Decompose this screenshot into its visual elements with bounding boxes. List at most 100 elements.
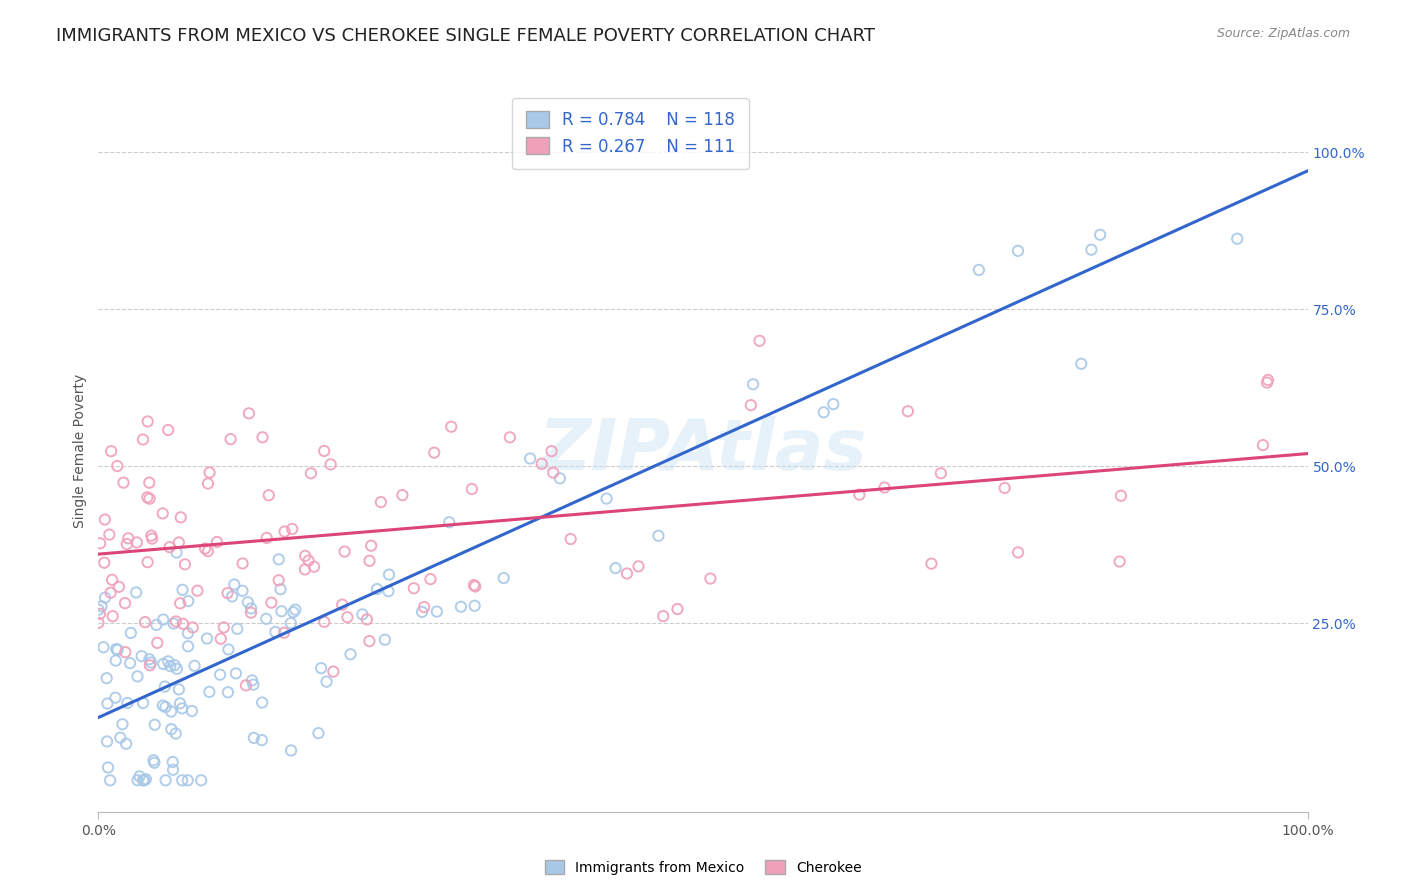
Point	[370, 495, 392, 509]
Point	[366, 582, 388, 596]
Point	[699, 572, 721, 586]
Point	[464, 579, 486, 593]
Point	[273, 524, 295, 539]
Point	[152, 657, 174, 671]
Point	[748, 334, 770, 348]
Point	[440, 419, 463, 434]
Point	[194, 541, 217, 556]
Point	[107, 642, 129, 657]
Point	[174, 558, 197, 572]
Point	[157, 654, 180, 668]
Point	[138, 652, 160, 666]
Point	[742, 377, 765, 392]
Point	[132, 773, 155, 788]
Point	[167, 682, 190, 697]
Point	[252, 430, 274, 444]
Point	[240, 601, 263, 615]
Point	[920, 557, 942, 571]
Point	[666, 602, 689, 616]
Point	[197, 476, 219, 491]
Point	[1257, 373, 1279, 387]
Point	[307, 726, 329, 740]
Point	[165, 615, 187, 629]
Point	[170, 510, 193, 524]
Point	[89, 607, 111, 621]
Point	[260, 596, 283, 610]
Point	[172, 582, 194, 597]
Point	[1007, 545, 1029, 559]
Point	[165, 726, 187, 740]
Point	[294, 562, 316, 576]
Point	[128, 769, 150, 783]
Point	[155, 773, 177, 788]
Point	[413, 600, 436, 615]
Point	[169, 697, 191, 711]
Point	[97, 760, 120, 774]
Point	[461, 482, 484, 496]
Point	[127, 773, 149, 788]
Point	[167, 535, 190, 549]
Point	[463, 578, 485, 592]
Point	[177, 594, 200, 608]
Point	[160, 705, 183, 719]
Point	[152, 507, 174, 521]
Point	[242, 678, 264, 692]
Point	[1080, 243, 1102, 257]
Point	[256, 531, 278, 545]
Point	[302, 559, 325, 574]
Point	[101, 573, 124, 587]
Point	[250, 696, 273, 710]
Point	[136, 491, 159, 505]
Point	[314, 444, 336, 458]
Legend: R = 0.784    N = 118, R = 0.267    N = 111: R = 0.784 N = 118, R = 0.267 N = 111	[512, 97, 748, 169]
Point	[426, 605, 449, 619]
Point	[235, 678, 257, 692]
Point	[114, 645, 136, 659]
Point	[205, 535, 228, 549]
Point	[280, 743, 302, 757]
Point	[1070, 357, 1092, 371]
Point	[240, 606, 263, 620]
Point	[267, 574, 290, 588]
Point	[163, 658, 186, 673]
Point	[114, 596, 136, 610]
Point	[267, 552, 290, 566]
Point	[136, 555, 159, 569]
Point	[111, 717, 134, 731]
Point	[195, 632, 218, 646]
Point	[740, 398, 762, 412]
Point	[153, 680, 176, 694]
Point	[159, 540, 181, 554]
Y-axis label: Single Female Poverty: Single Female Poverty	[73, 374, 87, 527]
Point	[219, 432, 242, 446]
Point	[439, 515, 461, 529]
Point	[813, 405, 835, 419]
Point	[198, 466, 221, 480]
Point	[330, 598, 353, 612]
Point	[848, 488, 870, 502]
Point	[100, 585, 122, 599]
Point	[333, 544, 356, 558]
Point	[232, 557, 254, 571]
Point	[162, 755, 184, 769]
Point	[127, 669, 149, 683]
Point	[166, 662, 188, 676]
Point	[616, 566, 638, 581]
Point	[492, 571, 515, 585]
Point	[177, 773, 200, 788]
Point	[93, 640, 115, 655]
Point	[391, 488, 413, 502]
Point	[112, 475, 135, 490]
Point	[162, 616, 184, 631]
Point	[402, 581, 425, 595]
Point	[221, 590, 243, 604]
Point	[647, 529, 669, 543]
Point	[139, 656, 162, 670]
Point	[1256, 376, 1278, 390]
Point	[177, 626, 200, 640]
Point	[994, 481, 1017, 495]
Point	[464, 599, 486, 613]
Point	[450, 599, 472, 614]
Point	[929, 467, 952, 481]
Point	[873, 481, 896, 495]
